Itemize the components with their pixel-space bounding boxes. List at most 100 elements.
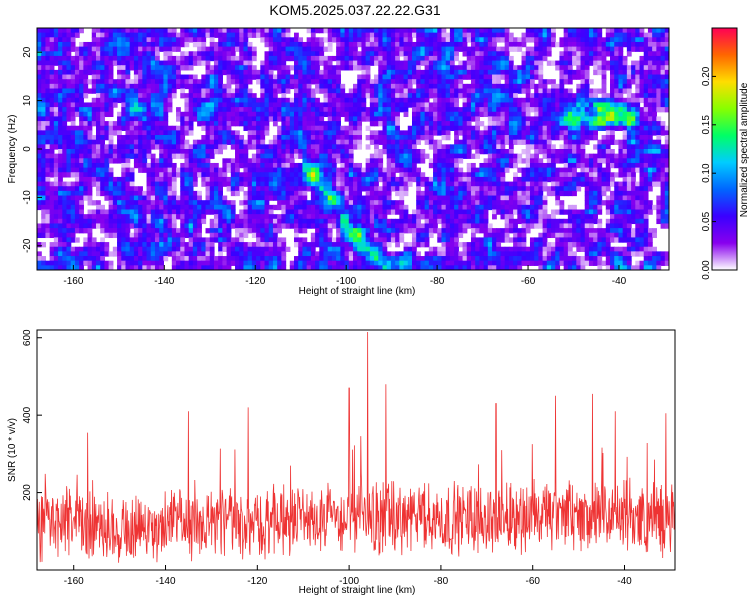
heatmap-cell bbox=[652, 125, 657, 131]
heatmap-cell bbox=[563, 149, 569, 155]
heatmap-cell bbox=[572, 130, 577, 136]
heatmap-cell bbox=[87, 158, 93, 164]
heatmap-cell bbox=[610, 69, 615, 76]
heatmap-cell bbox=[188, 79, 194, 85]
heatmap-cell bbox=[538, 162, 544, 169]
heatmap-cell bbox=[201, 51, 207, 57]
heatmap-cell bbox=[306, 69, 312, 76]
heatmap-cell bbox=[378, 69, 384, 76]
heatmap-cell bbox=[420, 60, 426, 66]
heatmap-cell bbox=[563, 93, 569, 99]
heatmap-cell bbox=[83, 149, 89, 155]
heatmap-cell bbox=[37, 60, 42, 66]
heatmap-cell bbox=[361, 172, 367, 178]
heatmap-cell bbox=[639, 111, 645, 118]
heatmap-cell bbox=[133, 135, 139, 141]
heatmap-cell bbox=[635, 79, 641, 85]
heatmap-cell bbox=[513, 111, 518, 118]
heatmap-cell bbox=[108, 65, 114, 71]
heatmap-cell bbox=[466, 167, 472, 173]
heatmap-cell bbox=[41, 37, 47, 43]
heatmap-cell bbox=[121, 41, 127, 48]
heatmap-cell bbox=[660, 97, 666, 104]
heatmap-cell bbox=[117, 60, 122, 66]
heatmap-cell bbox=[420, 158, 426, 164]
heatmap-cell bbox=[201, 55, 207, 62]
heatmap-cell bbox=[315, 139, 320, 145]
heatmap-cell bbox=[302, 158, 308, 164]
heatmap-cell bbox=[146, 83, 152, 90]
heatmap-cell bbox=[365, 65, 371, 71]
heatmap-cell bbox=[601, 37, 607, 43]
heatmap-cell bbox=[479, 37, 485, 43]
heatmap-cell bbox=[218, 121, 223, 127]
heatmap-cell bbox=[428, 139, 434, 145]
heatmap-cell bbox=[142, 97, 148, 104]
heatmap-cell bbox=[209, 116, 215, 122]
heatmap-cell bbox=[483, 55, 489, 62]
heatmap-cell bbox=[378, 116, 384, 122]
heatmap-cell bbox=[470, 65, 476, 71]
heatmap-cell bbox=[353, 28, 358, 34]
heatmap-cell bbox=[209, 139, 215, 145]
heatmap-cell bbox=[593, 65, 598, 71]
heatmap-cell bbox=[197, 28, 202, 34]
heatmap-cell bbox=[315, 158, 320, 164]
heatmap-cell bbox=[420, 69, 426, 76]
heatmap-cell bbox=[374, 83, 379, 90]
heatmap-cell bbox=[268, 186, 274, 192]
heatmap-cell bbox=[525, 111, 531, 118]
heatmap-cell bbox=[146, 79, 152, 85]
heatmap-cell bbox=[79, 74, 84, 80]
heatmap-cell bbox=[154, 176, 160, 183]
heatmap-cell bbox=[281, 55, 287, 62]
heatmap-cell bbox=[310, 74, 316, 80]
heatmap-cell bbox=[256, 79, 261, 85]
heatmap-cell bbox=[508, 37, 514, 43]
heatmap-cell bbox=[357, 190, 363, 197]
heatmap-cell bbox=[243, 162, 249, 169]
heatmap-cell bbox=[285, 162, 291, 169]
heatmap-cell bbox=[150, 130, 156, 136]
heatmap-cell bbox=[580, 116, 586, 122]
heatmap-cell bbox=[104, 153, 110, 159]
heatmap-cell bbox=[660, 153, 666, 159]
heatmap-cell bbox=[37, 79, 42, 85]
heatmap-cell bbox=[593, 176, 598, 183]
heatmap-cell bbox=[209, 107, 215, 113]
heatmap-cell bbox=[500, 69, 506, 76]
heatmap-cell bbox=[243, 60, 249, 66]
heatmap-cell bbox=[441, 111, 447, 118]
heatmap-cell bbox=[327, 60, 333, 66]
heatmap-cell bbox=[100, 190, 106, 197]
heatmap-cell bbox=[576, 153, 582, 159]
heatmap-cell bbox=[361, 32, 367, 38]
heatmap-cell bbox=[517, 102, 523, 108]
heatmap-cell bbox=[327, 41, 333, 48]
heatmap-cell bbox=[635, 158, 641, 164]
heatmap-cell bbox=[344, 102, 350, 108]
heatmap-cell bbox=[336, 60, 341, 66]
heatmap-cell bbox=[100, 93, 106, 99]
heatmap-cell bbox=[323, 93, 329, 99]
heatmap-cell bbox=[310, 107, 316, 113]
heatmap-cell bbox=[656, 121, 662, 127]
heatmap-cell bbox=[496, 139, 502, 145]
heatmap-cell bbox=[521, 149, 527, 155]
heatmap-cell bbox=[83, 41, 89, 48]
heatmap-cell bbox=[588, 195, 594, 201]
heatmap-cell bbox=[41, 153, 47, 159]
heatmap-cell bbox=[652, 93, 657, 99]
heatmap-cell bbox=[572, 69, 577, 76]
heatmap-cell bbox=[66, 125, 72, 131]
heatmap-cell bbox=[542, 32, 548, 38]
heatmap-cell bbox=[580, 28, 586, 34]
heatmap-cell bbox=[626, 65, 632, 71]
heatmap-cell bbox=[201, 28, 207, 34]
heatmap-cell bbox=[601, 55, 607, 62]
heatmap-cell bbox=[171, 55, 177, 62]
heatmap-cell bbox=[475, 121, 480, 127]
heatmap-cell bbox=[37, 190, 42, 197]
heatmap-cell bbox=[294, 107, 299, 113]
heatmap-cell bbox=[483, 97, 489, 104]
